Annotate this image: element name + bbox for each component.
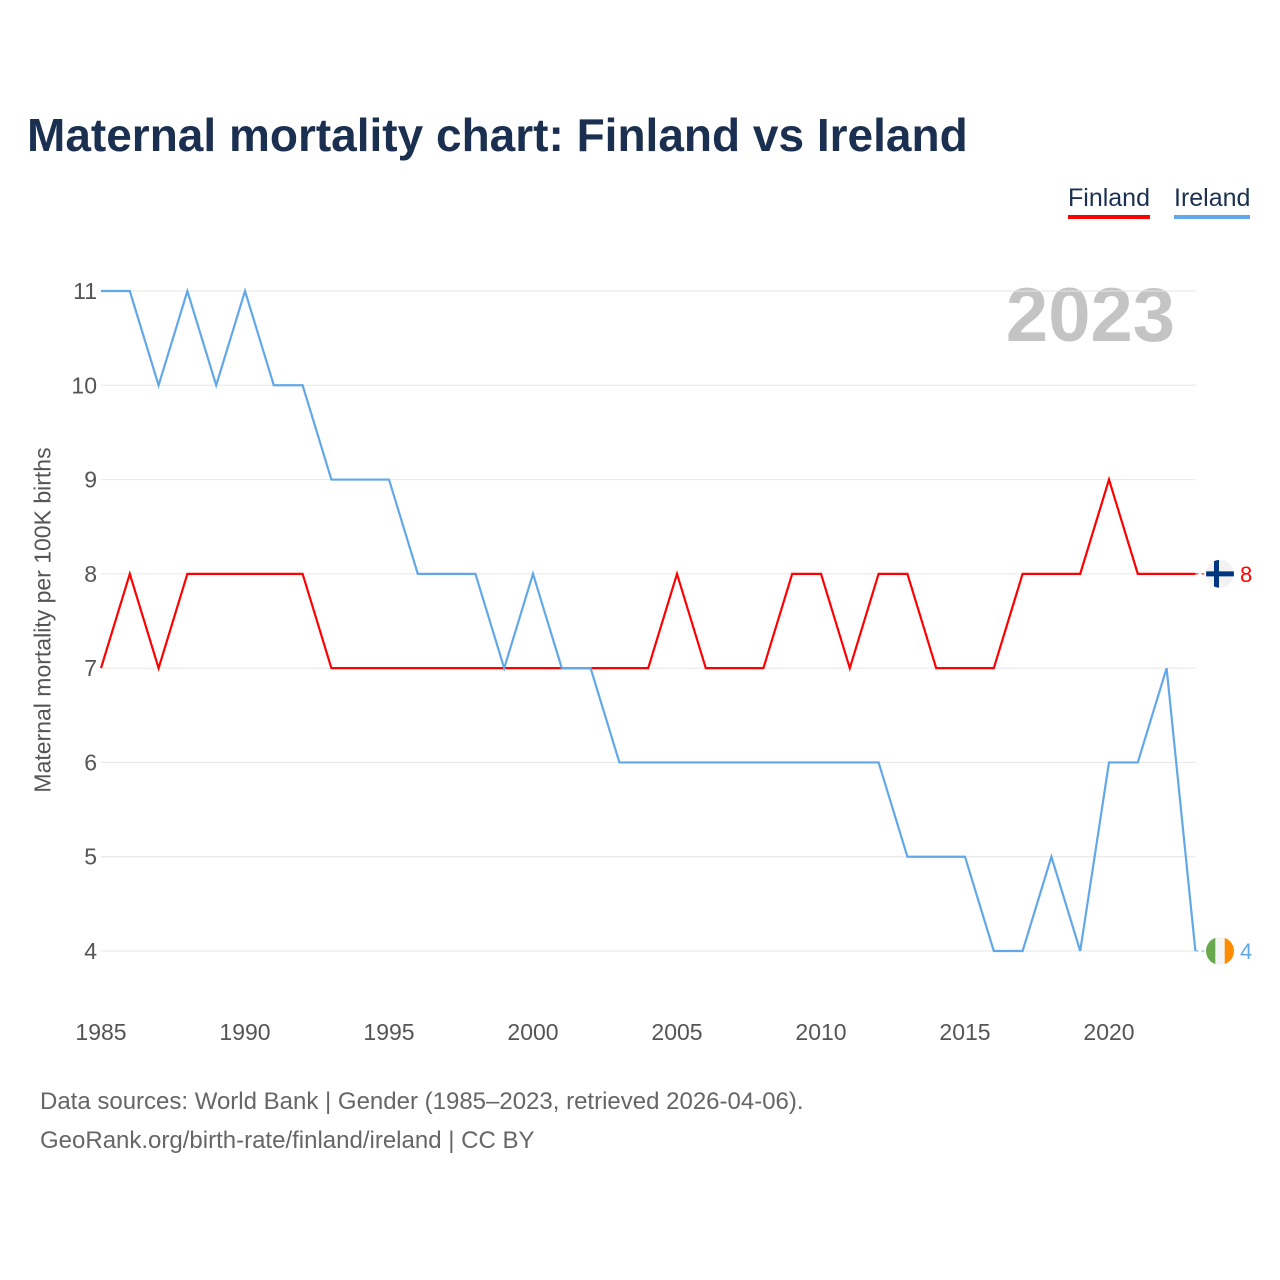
chart-title: Maternal mortality chart: Finland vs Ire… [27,109,968,161]
finland-flag-icon [1206,559,1234,588]
legend-ireland[interactable]: Ireland [1174,184,1251,219]
y-tick-label: 7 [84,655,97,681]
y-tick-label: 5 [84,844,97,870]
y-tick-label: 11 [73,278,97,304]
x-tick-label: 1995 [363,1019,414,1045]
y-tick-label: 6 [84,749,97,775]
y-tick-label: 4 [84,938,97,964]
year-label: 2023 [1005,273,1175,358]
end-value-label-finland: 8 [1240,562,1252,587]
legend-finland[interactable]: Finland [1068,184,1150,219]
y-tick-label: 9 [84,467,97,493]
x-tick-label: 1985 [75,1019,126,1045]
y-tick-label: 8 [84,561,97,587]
series-line-ireland [101,287,1197,953]
x-tick-label: 2020 [1083,1019,1134,1045]
x-tick-label: 1990 [219,1019,270,1045]
y-tick-label: 10 [71,372,97,398]
series-line-finland [99,475,1196,672]
x-tick-label: 2010 [795,1019,846,1045]
x-tick-label: 2005 [651,1019,702,1045]
x-tick-label: 2015 [939,1019,990,1045]
end-value-label-ireland: 4 [1240,939,1252,964]
x-tick-label: 2000 [507,1019,558,1045]
source-line-2: GeoRank.org/birth-rate/finland/ireland |… [40,1127,535,1154]
ireland-flag-icon [1206,937,1234,965]
source-line-1: Data sources: World Bank | Gender (1985–… [40,1088,804,1115]
